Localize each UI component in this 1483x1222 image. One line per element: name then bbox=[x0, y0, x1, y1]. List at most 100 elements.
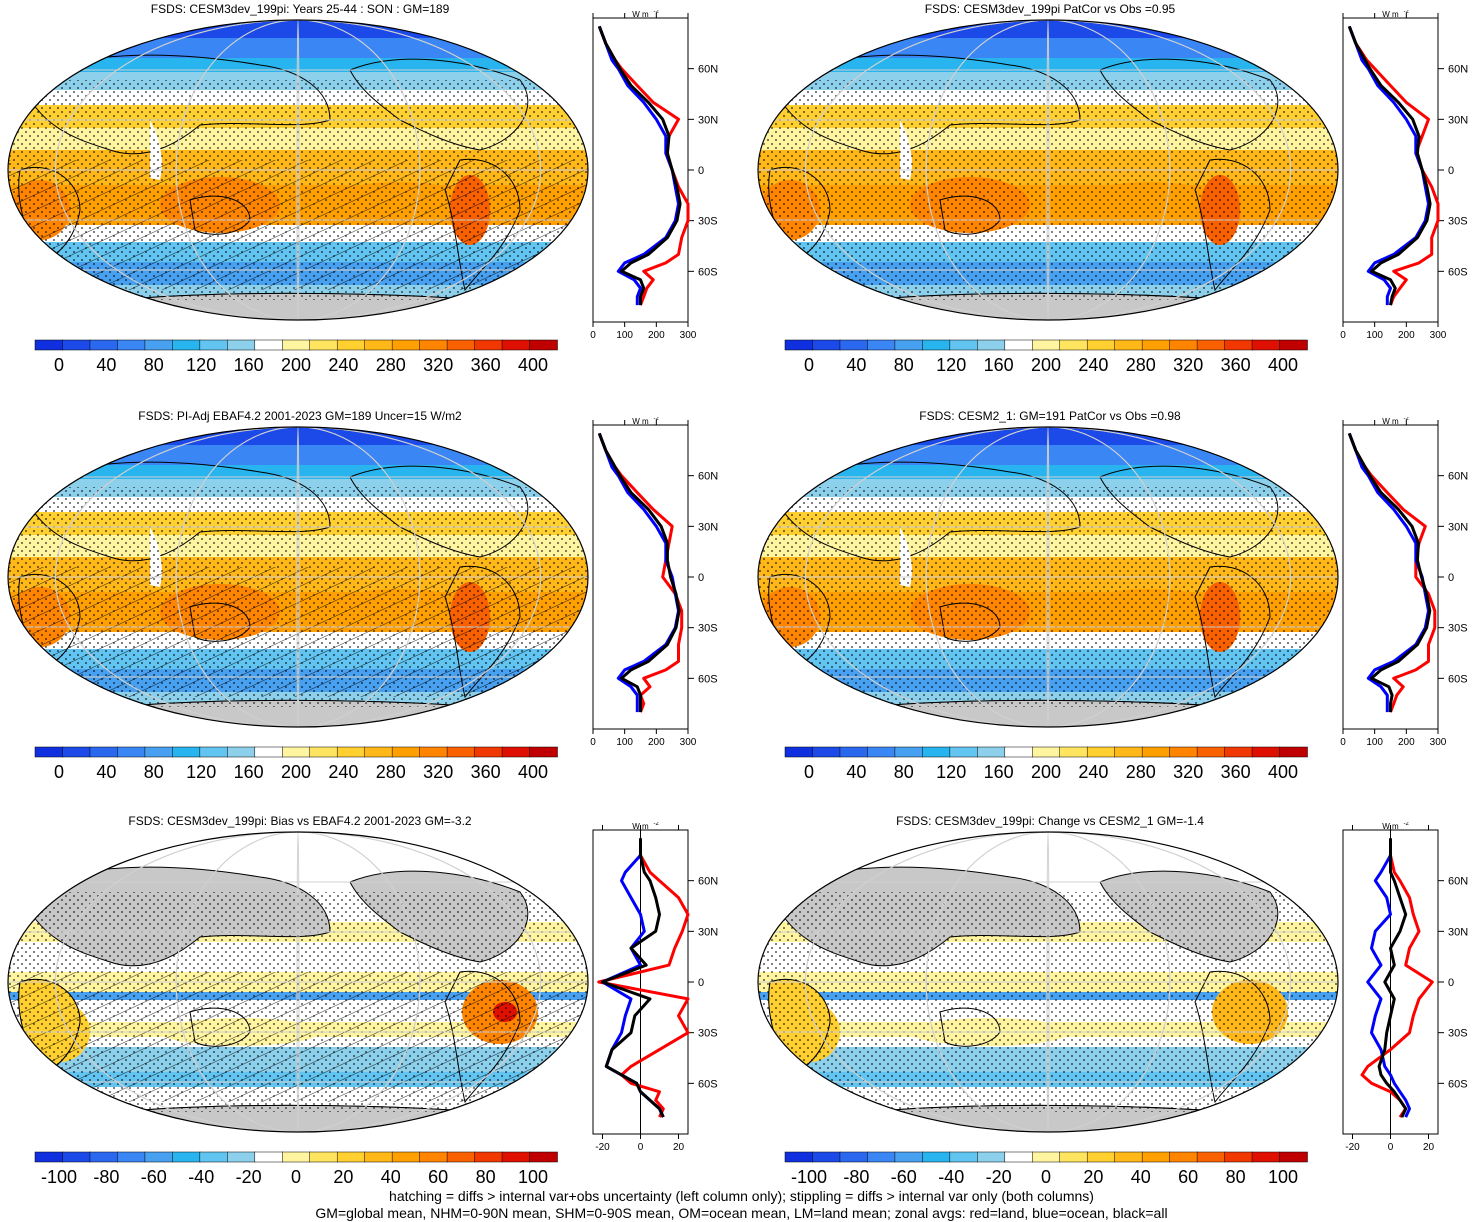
zonal-mean-plot: 60N 30N 0 30S 60S 0 100 200 300 W m -2 bbox=[1340, 417, 1468, 748]
colorbar-swatch bbox=[867, 746, 896, 758]
colorbar-tick-label: 60 bbox=[1178, 1167, 1198, 1187]
colorbar-swatch bbox=[1196, 339, 1226, 351]
colorbar-swatch bbox=[1141, 1151, 1171, 1163]
colorbar-tick-label: -40 bbox=[188, 1167, 214, 1187]
colorbar-swatch bbox=[1004, 1151, 1034, 1163]
colorbar-swatch bbox=[89, 1151, 119, 1163]
colorbar-swatch bbox=[1169, 746, 1198, 758]
zonal-x-tick: 0 bbox=[1340, 330, 1346, 341]
colorbar-swatch bbox=[1224, 1151, 1253, 1163]
zonal-line-all bbox=[597, 432, 681, 713]
zonal-line-all bbox=[1347, 432, 1432, 713]
panel-figure: 60N 30N 0 30S 60S 0 100 200 300 W m -2 0 40 80 120 160 2… bbox=[7, 417, 718, 782]
zonal-lat-tick: 30S bbox=[698, 623, 718, 635]
panel-figure: 60N 30N 0 30S 60S 0 100 200 300 W m -2 0 40 80 120 160 2… bbox=[757, 417, 1468, 782]
panel-title: FSDS: PI-Adj EBAF4.2 2001-2023 GM=189 Un… bbox=[138, 409, 462, 423]
colorbar-swatch bbox=[867, 339, 896, 351]
colorbar-swatch bbox=[34, 1151, 64, 1163]
colorbar-swatch bbox=[446, 339, 476, 351]
colorbar-tick-label: -60 bbox=[891, 1167, 917, 1187]
colorbar-tick-label: -40 bbox=[938, 1167, 964, 1187]
colorbar-swatch bbox=[1196, 1151, 1226, 1163]
colorbar-swatch bbox=[144, 1151, 174, 1163]
zonal-x-tick: 20 bbox=[673, 1142, 685, 1153]
colorbar-swatch bbox=[1141, 746, 1171, 758]
colorbar-tick-label: 320 bbox=[423, 762, 453, 782]
zonal-x-tick: -20 bbox=[1345, 1142, 1360, 1153]
zonal-unit-label: W m bbox=[632, 10, 649, 19]
colorbar-tick-label: 80 bbox=[894, 355, 914, 375]
colorbar: 0 40 80 120 160 200 240 280 320 360 400 bbox=[34, 746, 558, 782]
svg-text:-2: -2 bbox=[1404, 417, 1410, 422]
zonal-lat-tick: 30N bbox=[1448, 926, 1468, 938]
zonal-line-ocean bbox=[597, 25, 680, 306]
colorbar-swatch bbox=[474, 746, 503, 758]
colorbar-tick-label: 400 bbox=[1268, 762, 1298, 782]
colorbar-swatch bbox=[1086, 1151, 1116, 1163]
panel-figure: 60N 30N 0 30S 60S -20 0 20 W m -2 -100 -80 -60 -40 -20… bbox=[757, 822, 1468, 1187]
zonal-x-tick: 100 bbox=[616, 737, 633, 748]
colorbar-swatch bbox=[922, 1151, 951, 1163]
zonal-unit-label: W m bbox=[1382, 417, 1399, 426]
colorbar-swatch bbox=[529, 746, 558, 758]
colorbar-swatch bbox=[529, 339, 558, 351]
colorbar-swatch bbox=[391, 746, 421, 758]
colorbar-tick-label: 200 bbox=[281, 355, 311, 375]
zonal-mean-plot: 60N 30N 0 30S 60S -20 0 20 W m -2 bbox=[592, 822, 718, 1153]
colorbar-swatch bbox=[391, 1151, 421, 1163]
colorbar: 0 40 80 120 160 200 240 280 320 360 400 bbox=[34, 339, 558, 375]
colorbar-swatch bbox=[1086, 746, 1116, 758]
colorbar-tick-label: 240 bbox=[328, 762, 358, 782]
zonal-x-tick: 20 bbox=[1423, 1142, 1435, 1153]
colorbar-tick-label: 320 bbox=[1173, 762, 1203, 782]
colorbar-swatch bbox=[474, 1151, 503, 1163]
colorbar-tick-label: 0 bbox=[1041, 1167, 1051, 1187]
colorbar-swatch bbox=[812, 746, 841, 758]
colorbar-swatch bbox=[336, 1151, 366, 1163]
colorbar-swatch bbox=[501, 1151, 531, 1163]
map-field bbox=[8, 832, 588, 1132]
colorbar-swatch bbox=[144, 746, 174, 758]
zonal-lat-tick: 30N bbox=[698, 114, 718, 126]
colorbar-tick-label: 0 bbox=[54, 762, 64, 782]
colorbar-swatch bbox=[172, 339, 201, 351]
colorbar-tick-label: 80 bbox=[1226, 1167, 1246, 1187]
colorbar-tick-label: 40 bbox=[846, 762, 866, 782]
zonal-lat-tick: 60S bbox=[1448, 266, 1468, 278]
zonal-lat-tick: 30N bbox=[698, 521, 718, 533]
colorbar-swatch bbox=[1279, 746, 1308, 758]
colorbar-swatch bbox=[1032, 1151, 1061, 1163]
colorbar-swatch bbox=[34, 339, 64, 351]
colorbar-tick-label: 360 bbox=[1221, 762, 1251, 782]
colorbar-swatch bbox=[364, 1151, 393, 1163]
colorbar-swatch bbox=[1196, 746, 1226, 758]
svg-text:-2: -2 bbox=[654, 10, 660, 15]
colorbar-swatch bbox=[1059, 746, 1088, 758]
colorbar-tick-label: 400 bbox=[1268, 355, 1298, 375]
colorbar-swatch bbox=[867, 1151, 896, 1163]
zonal-lat-tick: 0 bbox=[1448, 165, 1454, 177]
colorbar-swatch bbox=[419, 339, 448, 351]
colorbar-tick-label: 120 bbox=[186, 762, 216, 782]
colorbar-tick-label: -20 bbox=[986, 1167, 1012, 1187]
zonal-x-tick: 0 bbox=[1388, 1142, 1394, 1153]
zonal-x-tick: 100 bbox=[1366, 330, 1383, 341]
colorbar: -100 -80 -60 -40 -20 0 20 40 60 80 100 bbox=[784, 1151, 1308, 1187]
colorbar-swatch bbox=[784, 1151, 814, 1163]
colorbar-tick-label: 80 bbox=[894, 762, 914, 782]
colorbar-swatch bbox=[336, 339, 366, 351]
colorbar-swatch bbox=[784, 746, 814, 758]
colorbar-swatch bbox=[922, 746, 951, 758]
colorbar-tick-label: 0 bbox=[54, 355, 64, 375]
zonal-x-tick: 300 bbox=[1430, 737, 1447, 748]
panel-title: FSDS: CESM3dev_199pi PatCor vs Obs =0.95 bbox=[924, 2, 1176, 16]
colorbar-swatch bbox=[34, 746, 64, 758]
colorbar-swatch bbox=[501, 746, 531, 758]
colorbar-swatch bbox=[227, 339, 256, 351]
colorbar-swatch bbox=[529, 1151, 558, 1163]
colorbar-swatch bbox=[309, 746, 338, 758]
zonal-x-tick: 0 bbox=[590, 737, 596, 748]
colorbar-swatch bbox=[977, 746, 1006, 758]
colorbar-swatch bbox=[364, 746, 393, 758]
colorbar-tick-label: 60 bbox=[428, 1167, 448, 1187]
